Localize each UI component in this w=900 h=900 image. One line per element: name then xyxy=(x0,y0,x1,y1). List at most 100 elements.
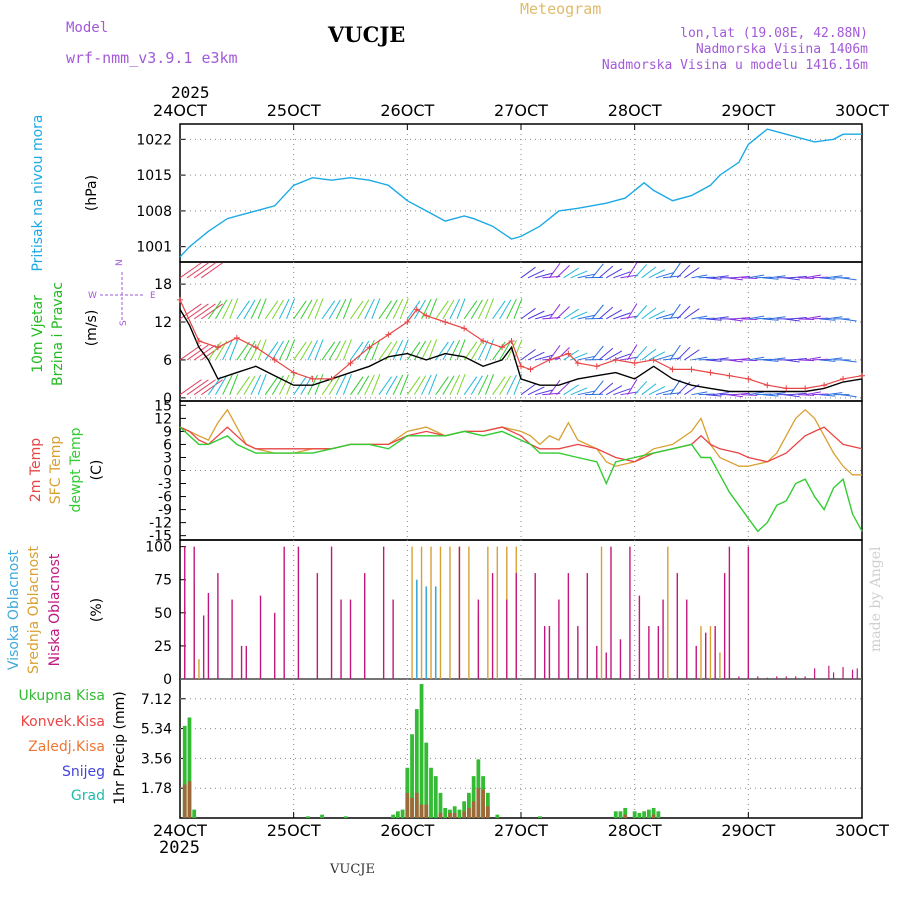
wind-barb xyxy=(328,340,341,361)
wind-barb xyxy=(605,350,623,361)
x-tick-label-bottom: 30OCT xyxy=(835,821,889,840)
wind-gust-marker xyxy=(593,363,600,370)
wind-barb xyxy=(648,351,666,361)
conv-precip-bar xyxy=(405,792,410,818)
wind-barb xyxy=(463,341,478,361)
wind-barb xyxy=(470,375,483,395)
precip-legend-3: Snijeg xyxy=(62,764,105,780)
total-precip-bar xyxy=(632,811,637,818)
wind-gust-marker xyxy=(461,325,468,332)
wind-barb xyxy=(201,303,223,320)
total-precip-bar xyxy=(414,709,419,818)
wind-barb xyxy=(712,275,729,279)
wind-barb xyxy=(634,305,648,320)
wind-gust-marker xyxy=(518,363,524,370)
wind-barb xyxy=(684,308,700,320)
wind-barb xyxy=(357,340,370,361)
wind-barb xyxy=(783,394,800,398)
wind-barb xyxy=(527,351,545,361)
wind-barb xyxy=(279,374,290,395)
mid-cloud-title-group: Srednja Oblacnost xyxy=(26,546,42,674)
wind-barb xyxy=(378,341,392,361)
wind-barb xyxy=(734,275,751,279)
wind-barb xyxy=(783,318,800,322)
wind-barb xyxy=(655,313,674,320)
wind-barb xyxy=(712,392,729,396)
wind-barb xyxy=(406,376,421,395)
wind-gust-marker xyxy=(707,369,714,376)
conv-precip-bar xyxy=(419,804,424,818)
wind-barb xyxy=(264,376,279,395)
wind-barb xyxy=(676,346,691,361)
wind-barb xyxy=(819,394,836,397)
wind-barb xyxy=(456,298,466,320)
pressure-title-group: Pritisak na nivou mora xyxy=(30,114,46,271)
wind-barb xyxy=(321,376,336,395)
wind-subtitle: Brzina i Pravac xyxy=(50,282,66,386)
wind-barb xyxy=(840,394,857,398)
pressure-y-tick: 1008 xyxy=(136,204,172,220)
wind-barb xyxy=(385,375,398,395)
wind-barb xyxy=(570,270,588,279)
wind-barb xyxy=(549,345,561,361)
wind-barb xyxy=(193,262,216,279)
wind-gust-marker xyxy=(233,334,240,341)
wind-gust-marker xyxy=(309,375,316,382)
model-label: Model xyxy=(66,20,109,36)
wind-barb xyxy=(591,263,604,279)
wind-barb xyxy=(293,341,307,361)
total-precip-bar xyxy=(618,811,623,818)
wind-compass: N W E S xyxy=(88,259,156,326)
wind-barb xyxy=(598,382,614,396)
conv-precip-bar xyxy=(448,812,452,818)
wind-barb xyxy=(591,304,604,320)
wind-barb xyxy=(435,341,449,361)
total-precip-bar xyxy=(182,725,187,818)
wind-barb xyxy=(520,348,536,361)
wind-barb xyxy=(279,298,290,320)
wind-barb xyxy=(627,344,638,361)
wind-barb xyxy=(535,313,553,320)
wind-barb xyxy=(748,315,765,320)
wind-gust-marker xyxy=(480,337,487,344)
wind-barb xyxy=(208,300,222,320)
wind-barb xyxy=(840,277,857,281)
wind-gust-marker xyxy=(499,344,506,351)
wind-barb xyxy=(648,310,666,320)
wind-gust-marker xyxy=(802,385,809,392)
wind-barb xyxy=(179,379,202,396)
wind-barb xyxy=(634,264,648,279)
conv-precip-bar xyxy=(485,806,490,818)
altitude-info: Nadmorska Visina 1406m xyxy=(695,42,868,57)
wind-barb xyxy=(428,298,438,320)
wind-barb xyxy=(208,341,222,361)
wind-barb xyxy=(691,315,708,320)
x-tick-label-top: 28OCT xyxy=(608,101,662,120)
wind-ylabel-group: (m/s) xyxy=(84,310,100,347)
wind-barb xyxy=(499,299,512,320)
wind-gust-line xyxy=(179,299,863,389)
x-tick-label-bottom: 25OCT xyxy=(267,821,321,840)
wind-barb xyxy=(328,299,341,320)
wind-barb xyxy=(314,374,324,395)
wind-gust-marker xyxy=(688,366,695,373)
conv-precip-bar xyxy=(651,814,656,818)
wind-barb xyxy=(748,274,765,279)
total-precip-bar xyxy=(642,811,647,818)
wind-title: 10m Vjetar xyxy=(30,295,46,373)
mid-cloud-title: Srednja Oblacnost xyxy=(26,546,42,674)
x-tick-label-bottom: 26OCT xyxy=(380,821,434,840)
wind-barb xyxy=(605,309,623,320)
wind-barb xyxy=(556,381,570,396)
wind-barb xyxy=(669,379,681,395)
meteogram-title: Meteogram xyxy=(520,0,602,18)
wind-barb xyxy=(641,266,657,279)
cloud-ylabel-group: (%) xyxy=(89,598,105,622)
wind-barb xyxy=(549,379,561,395)
total-precip-bar xyxy=(443,807,448,818)
wind-gust-marker xyxy=(177,296,183,303)
wind-barb xyxy=(655,389,674,396)
wind-barb xyxy=(535,272,553,279)
wind-barb xyxy=(442,299,455,320)
sfc-temp-line xyxy=(179,408,862,476)
